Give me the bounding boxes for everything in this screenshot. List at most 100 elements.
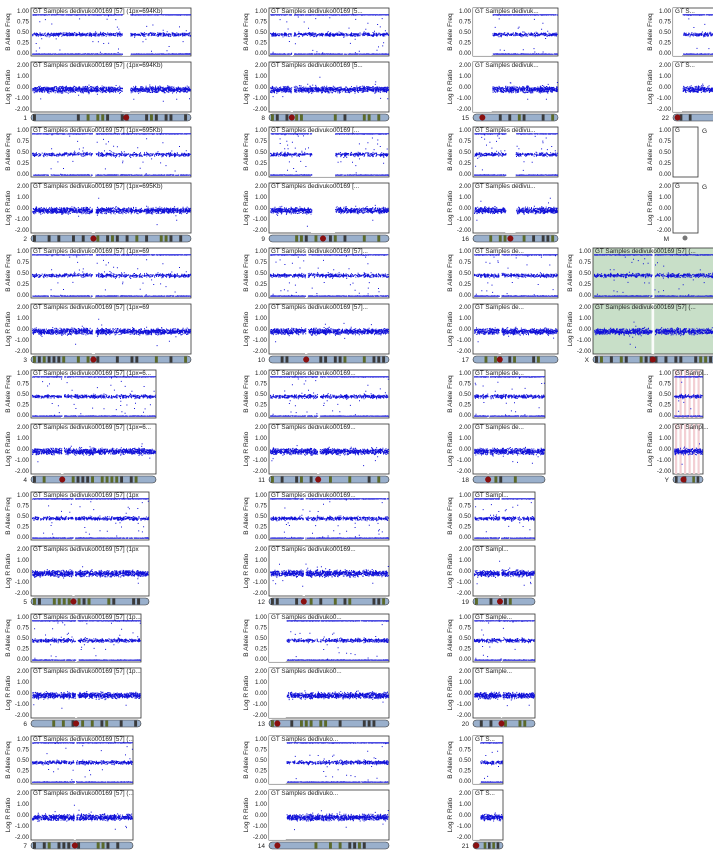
y-tick-label: 1.00: [255, 194, 268, 201]
lrr-title: GT Samples dedivuko0...: [271, 668, 342, 675]
y-tick-label: -1.00: [457, 823, 472, 830]
y-tick-label: 0.75: [579, 259, 592, 266]
y-tick-label: 2.00: [659, 424, 672, 431]
y-tick-label: 1.00: [255, 801, 268, 808]
ideogram: [30, 234, 192, 243]
plot-frame: [268, 7, 390, 57]
plot-frame: [268, 369, 390, 419]
lrr-title: GT S...: [675, 62, 695, 69]
y-tick-label: 0.50: [17, 391, 30, 398]
ideogram-band: [106, 842, 110, 849]
y-tick-label: 0.25: [459, 402, 472, 409]
baf-plot: GT Samples de...1.00 0.75 0.50 0.25 0.00 B Al…: [447, 247, 559, 299]
y-tick-label: 0.75: [659, 381, 672, 388]
y-tick-label: -2.00: [457, 227, 472, 234]
baf-plot: GT Samples dedivuko00169 [57] (...1.00 0.…: [5, 735, 134, 785]
ideogram-band: [532, 235, 536, 242]
ideogram-band: [290, 720, 294, 727]
ideogram-band: [271, 114, 274, 121]
ideogram-band: [81, 720, 85, 727]
lrr-points: [474, 691, 535, 707]
lrr-points: [270, 204, 389, 227]
chromosome-label: 17: [462, 357, 470, 364]
y-tick-label: 0.50: [255, 391, 268, 398]
ideogram-body: [268, 597, 390, 606]
y-tick-label: 0.25: [459, 524, 472, 531]
lrr-title: GT S...: [475, 790, 495, 797]
y-tick-label: 0.00: [659, 412, 672, 419]
lrr-axis-label: Log R Ratio: [447, 190, 454, 225]
baf-title: GT Samples dedivuko0...: [271, 614, 342, 621]
y-tick-label: 1.00: [17, 127, 30, 134]
lrr-points: [32, 197, 191, 226]
y-tick-label: -2.00: [657, 468, 672, 475]
y-tick-label: 0.75: [17, 503, 30, 510]
ideogram-body: [30, 355, 192, 364]
chromosome-panel-12: GT Samples dedivuko00169...1.000.750.500…: [243, 491, 390, 606]
chromosome-label: 4: [23, 477, 27, 484]
ideogram-band: [107, 598, 111, 605]
y-tick-label: 0.00: [255, 656, 268, 663]
lrr-title: GT Samples dedivuko00169 [57] (1px=6...: [33, 424, 151, 431]
gap-region: [473, 790, 480, 840]
y-tick-label: -1.00: [15, 216, 30, 223]
ideogram-band: [169, 235, 173, 242]
centromere: [274, 842, 281, 849]
ideogram-body: [268, 719, 390, 728]
lrr-axis-label: Log R Ratio: [5, 190, 12, 225]
baf-points: [594, 254, 713, 297]
ideogram-band: [37, 598, 41, 605]
ideogram-band: [115, 476, 119, 483]
y-tick-label: 0.00: [17, 84, 30, 91]
centromere: [90, 235, 97, 242]
y-tick-label: 1.00: [255, 370, 268, 377]
gap-region: [302, 546, 305, 596]
lrr-points: [32, 84, 192, 102]
ideogram-band: [309, 720, 313, 727]
y-tick-label: -2.00: [577, 348, 592, 355]
y-tick-label: -1.00: [15, 457, 30, 464]
y-tick-label: 1.00: [17, 801, 30, 808]
lrr-title: GT Samples de...: [475, 304, 524, 311]
y-tick-label: 0.75: [459, 259, 472, 266]
y-tick-label: 0.50: [459, 270, 472, 277]
ideogram-band: [599, 356, 603, 363]
ideogram-band: [694, 356, 698, 363]
y-tick-label: 0.50: [459, 149, 472, 156]
ideogram-band: [696, 476, 700, 483]
baf-axis-label: B Allele Freq: [447, 741, 454, 779]
gap-region: [61, 370, 64, 418]
baf-axis-label: B Allele Freq: [243, 133, 250, 171]
y-tick-label: 0.25: [659, 160, 672, 167]
baf-plot: GT Samples dedivuko00169 [57] (1px=694Kb…: [5, 7, 192, 57]
y-tick-label: -1.00: [457, 457, 472, 464]
ideogram-band: [508, 356, 512, 363]
ideogram-band: [523, 720, 527, 727]
y-tick-label: 0.00: [17, 446, 30, 453]
ideogram-body: [672, 113, 713, 122]
ideogram-band: [280, 356, 284, 363]
y-tick-label: 0.00: [255, 534, 268, 541]
ideogram: [472, 113, 559, 122]
y-tick-label: 1.00: [459, 679, 472, 686]
y-tick-label: -2.00: [15, 590, 30, 597]
lrr-plot: GT Samples dedivuko00169...2.00 1.00 0.00 -…: [243, 423, 390, 475]
baf-title: GT Samples dedivuko00169 [...: [271, 127, 359, 134]
centromere: [473, 842, 480, 849]
baf-title: GT Samples dedivuko00169 [57] (...: [33, 736, 134, 743]
lrr-title: GT Samples dedivuko00169 [...: [271, 183, 359, 190]
ideogram: [268, 719, 390, 728]
y-tick-label: 0.00: [255, 326, 268, 333]
ideogram-band: [483, 842, 487, 849]
baf-plot: GT Samples dedivuko00169 [5...1.00 0.75 0.…: [243, 7, 390, 57]
baf-plot: GT S...1.00 0.75 0.50 0.25 0.00 B Allele Freq: [647, 7, 713, 57]
gap-region: [317, 370, 320, 418]
chromosome-label: 3: [23, 357, 27, 364]
gap-region: [302, 492, 305, 540]
y-tick-label: 0.00: [17, 812, 30, 819]
gap-region: [499, 492, 501, 540]
ideogram-band: [61, 720, 65, 727]
ideogram-band: [96, 842, 100, 849]
